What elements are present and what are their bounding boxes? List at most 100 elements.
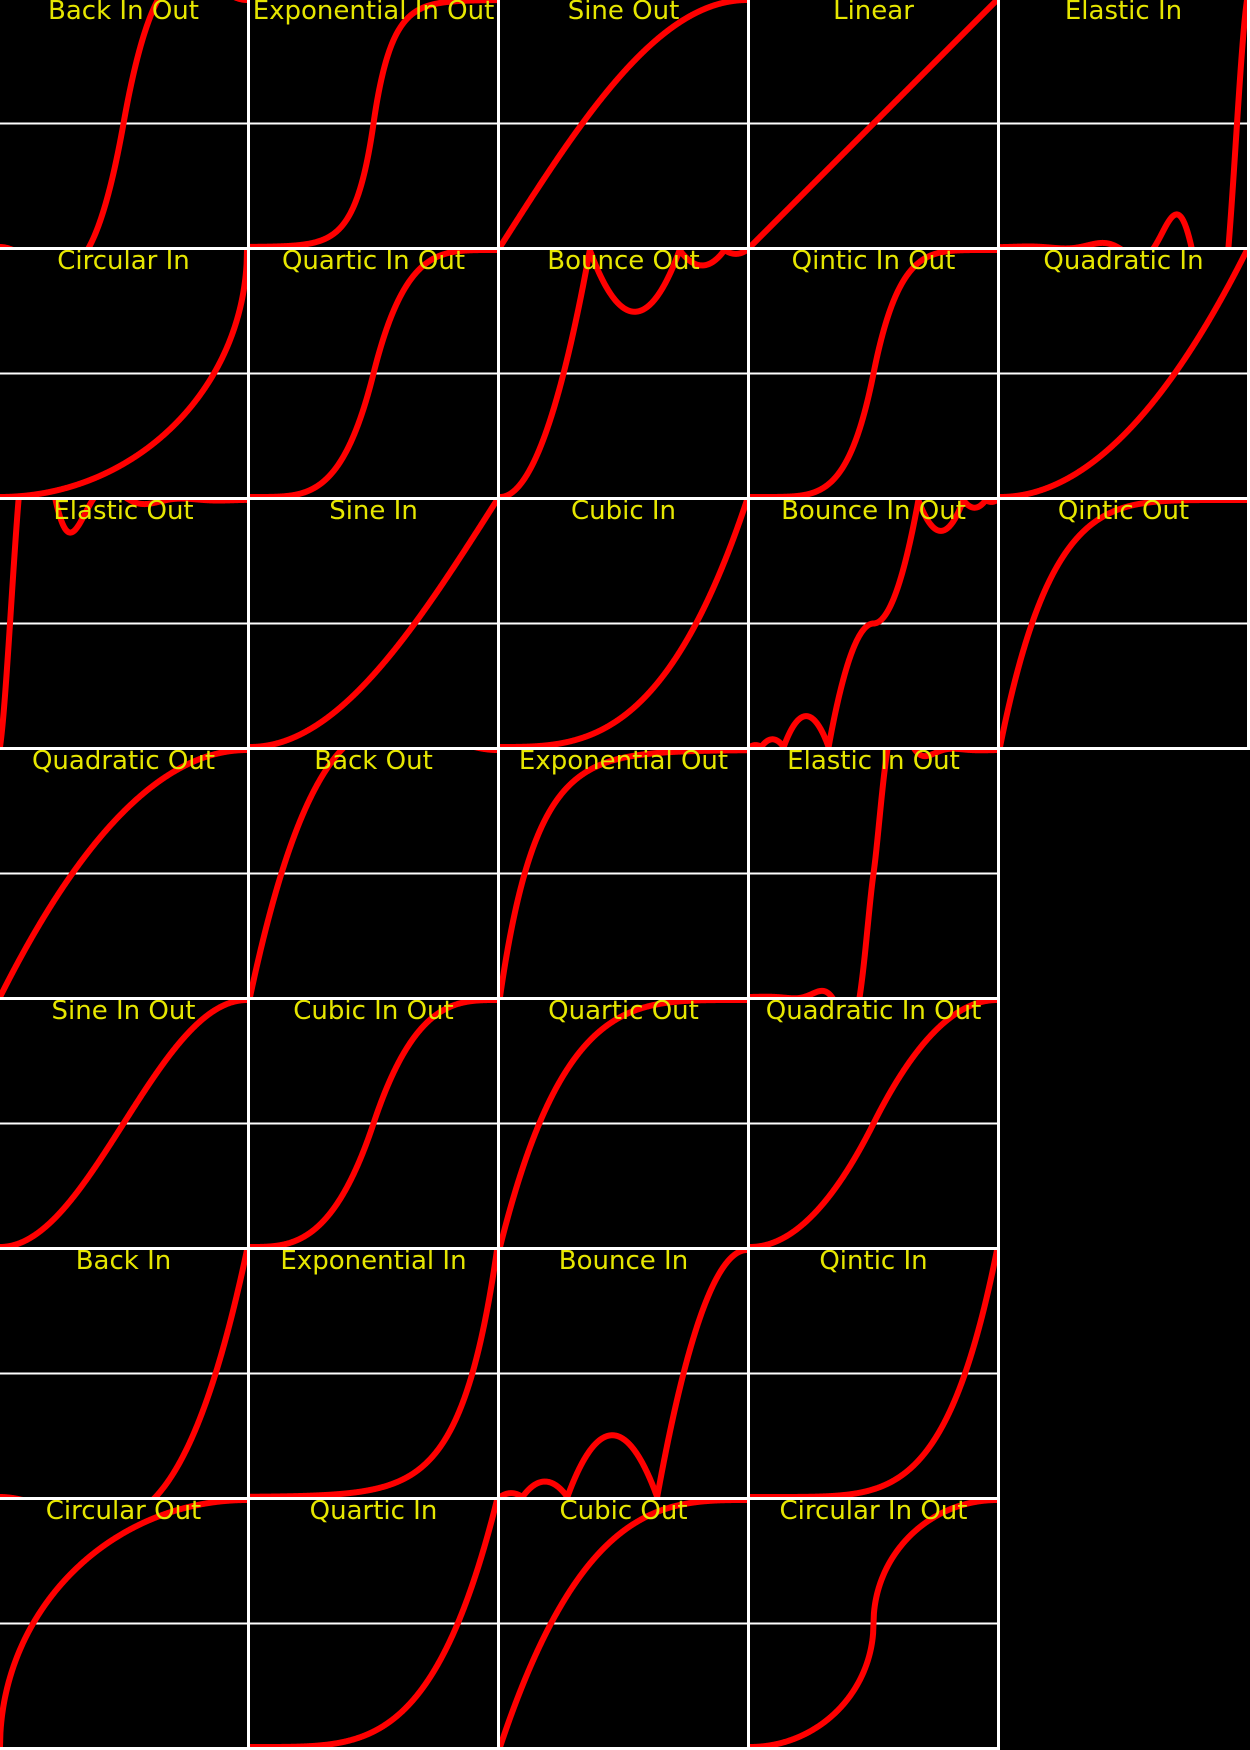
easing-panel: Exponential Out [500, 750, 747, 997]
easing-curve [500, 750, 747, 997]
easing-plot [250, 500, 497, 747]
panel-separator [500, 1247, 750, 1250]
panel-separator [0, 997, 250, 1000]
easing-plot [0, 500, 247, 747]
panel-separator [750, 247, 1000, 250]
curve-line [500, 500, 747, 747]
easing-curve [500, 250, 747, 497]
panel-separator [250, 747, 500, 750]
panel-separator [750, 1247, 1000, 1250]
panel-separator [250, 1747, 500, 1750]
easing-panel: Quadratic Out [0, 750, 247, 997]
panel-separator [497, 0, 500, 1750]
panel-separator [500, 1497, 750, 1500]
easing-panel: Circular Out [0, 1500, 247, 1747]
panel-separator [500, 997, 750, 1000]
panel-separator [750, 1497, 1000, 1500]
easing-plot [750, 0, 997, 247]
easing-panel: Bounce In Out [750, 500, 997, 747]
easing-panel: Back Out [250, 750, 497, 997]
easing-plot [250, 1500, 497, 1747]
panel-separator [997, 0, 1000, 1750]
curve-line [250, 0, 497, 247]
panel-separator [750, 747, 1000, 750]
curve-line [250, 1250, 497, 1497]
curve-line [250, 250, 497, 497]
easing-plot [250, 750, 497, 997]
easing-panel: Exponential In Out [250, 0, 497, 247]
easing-curve [250, 1000, 497, 1247]
easing-curve [750, 1250, 997, 1497]
curve-line [750, 250, 997, 497]
panel-separator [247, 0, 250, 1750]
easing-curve [250, 250, 497, 497]
easing-curve [1000, 500, 1247, 747]
easing-curve [250, 0, 497, 247]
easing-curve [0, 250, 247, 497]
panel-separator [0, 497, 250, 500]
easing-plot [0, 750, 247, 997]
easing-curve [0, 750, 247, 997]
easing-panel: Sine In Out [0, 1000, 247, 1247]
easing-panel: Qintic In Out [750, 250, 997, 497]
curve-line [500, 0, 747, 247]
easing-panel: Elastic In Out [750, 750, 997, 997]
easing-plot [250, 250, 497, 497]
panel-separator [250, 997, 500, 1000]
easing-curve [750, 250, 997, 497]
easing-plot [750, 750, 997, 997]
easing-plot [750, 500, 997, 747]
curve-line [0, 1250, 247, 1497]
easing-curve [500, 500, 747, 747]
curve-line [750, 1250, 997, 1497]
panel-separator [750, 497, 1000, 500]
curve-line [750, 1000, 997, 1247]
easing-panel: Quartic Out [500, 1000, 747, 1247]
easing-panel: Quartic In [250, 1500, 497, 1747]
panel-separator [0, 247, 250, 250]
curve-line [0, 750, 247, 997]
easing-plot [500, 1000, 747, 1247]
easing-panel: Circular In [0, 250, 247, 497]
easing-curve [500, 1000, 747, 1247]
panel-separator [750, 1747, 1000, 1750]
panel-separator [250, 1247, 500, 1250]
curve-line [500, 750, 747, 997]
panel-separator [0, 1247, 250, 1250]
easing-plot [0, 250, 247, 497]
panel-separator [250, 497, 500, 500]
panel-separator [500, 1747, 750, 1750]
easing-curve [0, 1500, 247, 1747]
easing-plot [750, 1500, 997, 1747]
easing-curve [1000, 0, 1247, 247]
easing-panel: Sine Out [500, 0, 747, 247]
easing-plot [1000, 500, 1247, 747]
easing-plot [500, 0, 747, 247]
easing-curve [250, 1250, 497, 1497]
easing-plot [750, 1000, 997, 1247]
curve-line [1000, 500, 1247, 747]
easing-curve [250, 1500, 497, 1747]
panel-separator [500, 497, 750, 500]
easing-curve [750, 0, 997, 247]
panel-separator [747, 0, 750, 1750]
curve-line [250, 1000, 497, 1247]
easing-curve [250, 750, 497, 997]
curve-line [750, 0, 997, 247]
easing-curve [750, 750, 997, 997]
easing-curve [0, 0, 247, 247]
easing-panel: Quadratic In [1000, 250, 1247, 497]
panel-separator [1000, 747, 1250, 750]
panel-separator [0, 747, 250, 750]
easing-curve [750, 500, 997, 747]
easing-plot [500, 1500, 747, 1747]
panel-separator [500, 247, 750, 250]
easing-panel: Exponential In [250, 1250, 497, 1497]
curve-line [500, 1000, 747, 1247]
curve-line [750, 1500, 997, 1747]
easing-curve [500, 0, 747, 247]
panel-separator [1000, 497, 1250, 500]
curve-line [0, 250, 247, 497]
easing-curve [750, 1500, 997, 1747]
